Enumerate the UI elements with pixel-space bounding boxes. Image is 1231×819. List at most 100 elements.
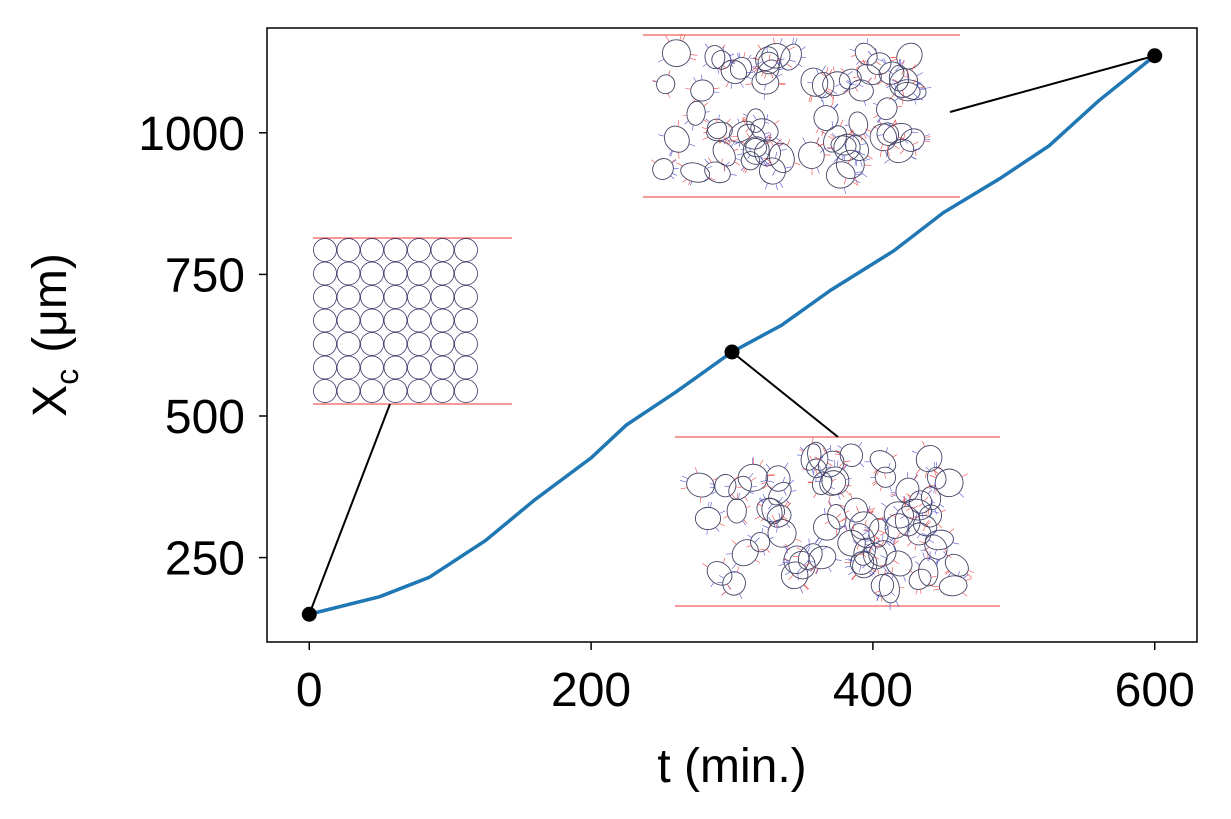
- inset-protrusion: [773, 38, 774, 44]
- inset-protrusion: [710, 582, 714, 586]
- inset-cell: [752, 490, 795, 531]
- inset-cell: [361, 262, 384, 285]
- inset-protrusion: [841, 67, 844, 72]
- inset-protrusion: [702, 137, 708, 140]
- inset-protrusion: [880, 554, 886, 559]
- inset-cell-body: [891, 38, 927, 74]
- x-tick-label: 200: [551, 664, 631, 717]
- inset-protrusion: [689, 58, 696, 60]
- inset-cell-body: [705, 120, 734, 143]
- inset-protrusion: [835, 558, 841, 562]
- inset-cell: [384, 286, 407, 309]
- inset-protrusion: [688, 181, 690, 186]
- inset-cell: [829, 433, 875, 479]
- inset-protrusion: [673, 166, 678, 171]
- inset-protrusion: [860, 462, 864, 467]
- inset-protrusion: [743, 168, 746, 172]
- inset-cell: [810, 97, 844, 137]
- inset-protrusion: [788, 47, 795, 50]
- inset-protrusion: [847, 71, 854, 75]
- inset-protrusion: [836, 513, 841, 519]
- inset-protrusion: [810, 168, 815, 175]
- inset-protrusion: [771, 515, 777, 521]
- inset-cell: [384, 239, 407, 262]
- inset-protrusion: [863, 101, 866, 106]
- inset-protrusion: [877, 569, 880, 575]
- inset-protrusion: [703, 64, 708, 67]
- inset-cell: [337, 239, 360, 262]
- inset-cell: [455, 380, 478, 403]
- inset-protrusion: [743, 114, 747, 116]
- inset-cell: [431, 333, 454, 356]
- inset-cell: [455, 356, 478, 379]
- inset-protrusion: [928, 489, 932, 494]
- inset-protrusion: [797, 454, 802, 456]
- inset-protrusion: [760, 481, 766, 482]
- inset-cell: [676, 464, 720, 506]
- inset-protrusion: [905, 472, 910, 478]
- inset-protrusion: [749, 473, 753, 478]
- inset-protrusion: [705, 111, 710, 113]
- inset-protrusion: [859, 565, 862, 572]
- inset-protrusion: [731, 133, 738, 139]
- inset-protrusion: [854, 160, 860, 166]
- inset-protrusion: [914, 151, 918, 156]
- inset-protrusion: [803, 585, 808, 590]
- inset-protrusion: [721, 159, 723, 164]
- inset-protrusion: [831, 487, 836, 489]
- inset-protrusion: [699, 497, 702, 503]
- inset-cell: [314, 356, 337, 379]
- inset-cell: [751, 42, 791, 82]
- inset-protrusion: [926, 521, 931, 525]
- inset-protrusion: [965, 578, 972, 581]
- inset-cell: [713, 561, 751, 602]
- y-label-main: X: [24, 385, 77, 417]
- inset-protrusion: [878, 530, 885, 532]
- inset-protrusion: [704, 102, 708, 106]
- inset-protrusion: [681, 476, 688, 479]
- inset-protrusion: [824, 153, 830, 158]
- inset-cell-body: [820, 69, 853, 99]
- inset-protrusion: [873, 103, 878, 105]
- inset-protrusion: [775, 138, 782, 142]
- inset-protrusion: [747, 535, 752, 537]
- inset-cell-body: [727, 534, 764, 571]
- inset-cell: [810, 506, 849, 548]
- inset-cell: [337, 380, 360, 403]
- inset-protrusion: [882, 473, 887, 479]
- inset-protrusion: [952, 542, 959, 545]
- inset-protrusion: [913, 142, 919, 145]
- inset-protrusion: [676, 163, 683, 166]
- inset-protrusion: [823, 508, 826, 514]
- inset-protrusion: [764, 183, 769, 189]
- inset-protrusion: [815, 537, 819, 543]
- inset-cell: [431, 239, 454, 262]
- inset-protrusion: [914, 589, 919, 594]
- inset-protrusion: [798, 587, 804, 593]
- inset-protrusion: [868, 509, 874, 510]
- inset-protrusion: [859, 160, 864, 166]
- inset-cell: [314, 309, 337, 332]
- inset-cell: [814, 461, 858, 505]
- inset-protrusion: [832, 91, 837, 94]
- inset-protrusion: [730, 83, 734, 89]
- inset-protrusion: [682, 35, 685, 42]
- inset-cell: [933, 546, 977, 588]
- inset-protrusion: [737, 566, 739, 572]
- inset-protrusion: [658, 132, 664, 138]
- inset-cell: [825, 133, 862, 162]
- inset-protrusion: [844, 187, 846, 194]
- inset-protrusion: [704, 159, 710, 163]
- inset-protrusion: [685, 120, 689, 125]
- inset-protrusion: [742, 52, 747, 57]
- inset-protrusion: [935, 462, 938, 467]
- inset-protrusion: [724, 516, 728, 518]
- inset-cell: [920, 460, 949, 496]
- inset-cell-body: [765, 464, 792, 492]
- inset-protrusion: [933, 589, 940, 590]
- inset-protrusion: [751, 476, 756, 482]
- inset-protrusion: [919, 589, 923, 594]
- inset-cell: [384, 333, 407, 356]
- inset-protrusion: [762, 525, 769, 528]
- inset-protrusion: [843, 178, 847, 185]
